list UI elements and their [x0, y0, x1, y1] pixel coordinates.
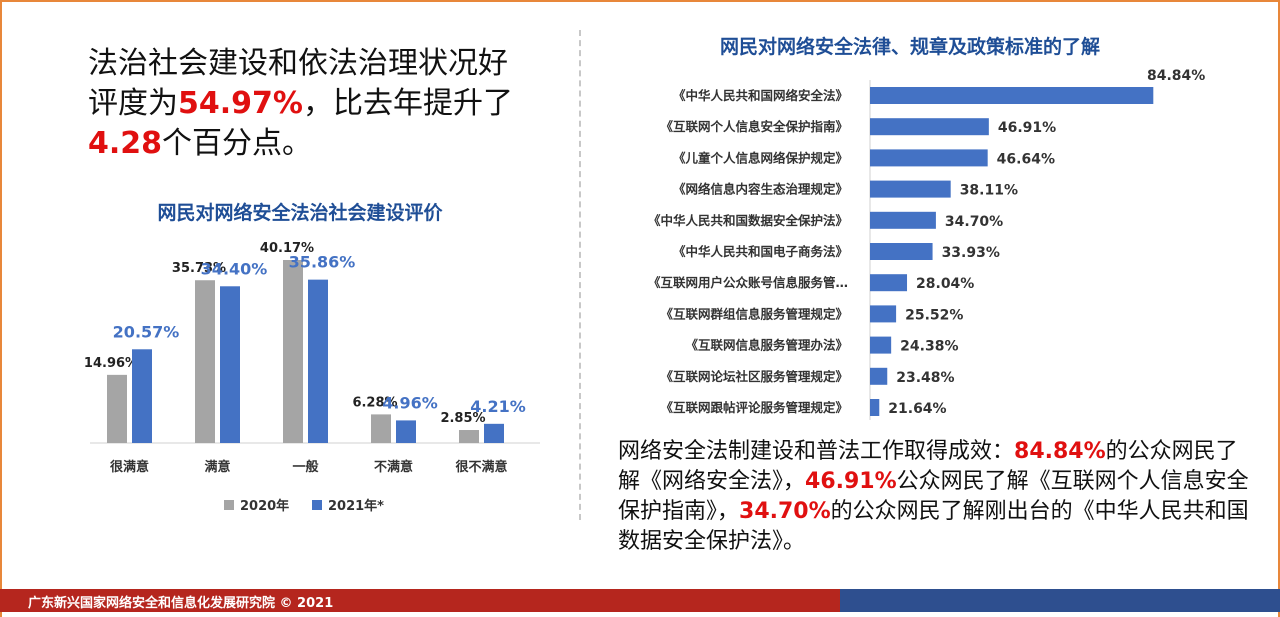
left-bar-2020-4: [459, 430, 479, 443]
right-data-label-9: 23.48%: [896, 370, 954, 386]
right-tick-label-5: 《中华人民共和国电子商务法》: [673, 244, 848, 259]
right-data-label-7: 25.52%: [905, 307, 963, 323]
right-tick-label-3: 《网络信息内容生态治理规定》: [673, 182, 848, 197]
summary-part-2: 的公众网民了解《网络安全法》，: [618, 439, 1238, 494]
right-tick-label-1: 《互联网个人信息安全保护指南》: [660, 119, 848, 134]
left-bar-2021-1: [220, 286, 240, 443]
right-data-label-8: 24.38%: [900, 339, 958, 355]
legend-label-2020: 2020年: [240, 498, 289, 514]
footer-bar-red: [0, 589, 840, 612]
left-data-label-2020-0: 14.96%: [84, 356, 138, 371]
right-tick-label-4: 《中华人民共和国数据安全保护法》: [648, 213, 848, 228]
right-tick-label-8: 《互联网信息服务管理办法》: [685, 338, 848, 353]
right-data-label-10: 21.64%: [888, 401, 946, 417]
right-bar-7: [870, 305, 897, 323]
right-tick-label-7: 《互联网群组信息服务管理规定》: [660, 306, 848, 321]
summary-value-3: 34.70%: [739, 499, 831, 524]
left-data-label-2021-2: 35.86%: [289, 253, 356, 272]
right-data-label-4: 34.70%: [945, 214, 1003, 230]
left-bar-2020-0: [107, 374, 127, 443]
headline-text-2: ，比去年提升了: [302, 86, 513, 121]
left-chart-title: 网民对网络安全法治社会建设评价: [157, 202, 443, 224]
left-data-label-2021-3: 4.96%: [382, 393, 438, 412]
footer-copyright: 广东新兴国家网络安全和信息化发展研究院 © 2021: [28, 596, 334, 611]
summary-value-1: 84.84%: [1014, 439, 1106, 464]
right-tick-label-6: 《互联网用户公众账号信息服务管…: [648, 275, 848, 290]
left-bar-2021-4: [484, 423, 504, 443]
headline-delta: 4.28: [88, 126, 163, 161]
right-bar-9: [870, 367, 888, 385]
headline-value: 54.97%: [178, 86, 303, 121]
left-data-label-2021-0: 20.57%: [113, 322, 180, 341]
headline-text-1: 法治社会建设和依法治理状况好评度为: [88, 46, 508, 121]
right-data-label-0: 84.84%: [1147, 68, 1205, 84]
right-bar-1: [870, 118, 989, 136]
left-bar-2021-0: [132, 349, 152, 443]
left-data-label-2020-1: 35.73%: [172, 261, 226, 276]
right-data-label-2: 46.64%: [997, 151, 1055, 167]
legend-label-2021: 2021年*: [328, 498, 384, 514]
left-data-label-2021-1: 34.40%: [201, 259, 268, 278]
right-chart-title: 网民对网络安全法律、规章及政策标准的了解: [719, 36, 1100, 58]
left-tick-label-1: 满意: [204, 459, 230, 475]
left-data-label-2021-4: 4.21%: [470, 397, 526, 416]
right-bar-10: [870, 399, 880, 416]
right-data-label-3: 38.11%: [960, 183, 1018, 199]
right-bar-0: [870, 87, 1154, 104]
right-data-label-6: 28.04%: [916, 276, 974, 292]
right-bar-3: [870, 180, 951, 198]
left-bar-2020-3: [371, 414, 391, 443]
right-bar-6: [870, 274, 908, 292]
right-bar-5: [870, 243, 933, 260]
right-tick-label-9: 《互联网论坛社区服务管理规定》: [660, 369, 848, 384]
left-tick-label-2: 一般: [292, 459, 318, 475]
left-data-label-2020-2: 40.17%: [260, 241, 314, 256]
footer-bar-blue: [840, 589, 1280, 612]
section-divider: [579, 30, 581, 520]
left-data-label-2020-3: 6.28%: [352, 395, 397, 410]
right-data-label-1: 46.91%: [998, 120, 1056, 136]
headline: 法治社会建设和依法治理状况好评度为54.97%，比去年提升了 4.28个百分点。: [88, 44, 518, 164]
right-bar-8: [870, 336, 892, 354]
headline-text-3: 个百分点。: [162, 126, 313, 161]
left-bar-2021-3: [396, 420, 416, 443]
summary-value-2: 46.91%: [805, 469, 897, 494]
left-tick-label-4: 很不满意: [455, 459, 507, 475]
right-bar-4: [870, 211, 936, 229]
right-tick-label-0: 《中华人民共和国网络安全法》: [673, 88, 848, 103]
right-tick-label-10: 《互联网跟帖评论服务管理规定》: [660, 400, 848, 415]
summary-text: 网络安全法制建设和普法工作取得成效：84.84%的公众网民了解《网络安全法》，4…: [618, 437, 1258, 557]
summary-part-3: 公众网民了解《互联网个人信息安全保护指南》，: [618, 469, 1249, 524]
left-bar-2020-1: [195, 280, 215, 443]
legend-swatch-2021: [312, 500, 322, 510]
right-tick-label-2: 《儿童个人信息网络保护规定》: [673, 150, 848, 165]
left-data-label-2020-4: 2.85%: [440, 411, 485, 426]
left-bar-2020-2: [283, 260, 303, 443]
summary-part-1: 网络安全法制建设和普法工作取得成效：: [618, 439, 1015, 464]
summary-part-4: 的公众网民了解刚出台的《中华人民共和国数据安全保护法》。: [618, 499, 1249, 554]
right-data-label-5: 33.93%: [942, 245, 1000, 261]
left-tick-label-0: 很满意: [110, 459, 149, 475]
right-bar-2: [870, 149, 988, 167]
left-bar-2021-2: [308, 279, 328, 443]
legend-swatch-2020: [224, 500, 234, 510]
left-tick-label-3: 不满意: [374, 459, 413, 475]
